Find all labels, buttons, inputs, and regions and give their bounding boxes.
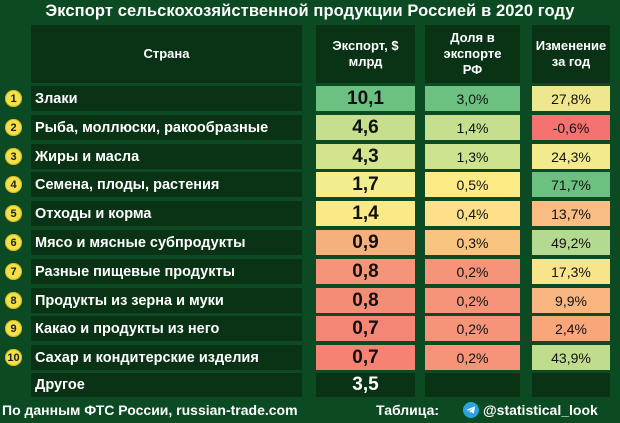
other-label: Другое	[31, 373, 302, 397]
rank-badge: 8	[5, 292, 22, 309]
change-value: 2,4%	[532, 316, 610, 341]
telegram-icon	[463, 402, 479, 418]
rank-badge: 1	[5, 90, 22, 107]
rank-badge: 4	[5, 176, 22, 193]
share-value: 0,2%	[425, 288, 520, 313]
row-label: Отходы и корма	[31, 201, 302, 226]
row-label: Жиры и масла	[31, 144, 302, 169]
change-value: 13,7%	[532, 201, 610, 226]
chart-title: Экспорт сельскохозяйственной продукции Р…	[45, 2, 575, 20]
share-value: 0,2%	[425, 316, 520, 341]
share-value: 0,5%	[425, 172, 520, 197]
share-value: 0,4%	[425, 201, 520, 226]
share-value: 0,2%	[425, 259, 520, 284]
row-label: Какао и продукты из него	[31, 316, 302, 341]
share-value: 0,2%	[425, 345, 520, 370]
row-label: Продукты из зерна и муки	[31, 288, 302, 313]
change-value: 9,9%	[532, 288, 610, 313]
rank-badge: 5	[5, 205, 22, 222]
rank-badge: 3	[5, 148, 22, 165]
export-value: 0,7	[316, 316, 415, 341]
row-label: Сахар и кондитерские изделия	[31, 345, 302, 370]
change-value: 27,8%	[532, 86, 610, 111]
rank-badge: 9	[5, 320, 22, 337]
export-value: 0,9	[316, 230, 415, 255]
author-handle: @statistical_look	[483, 402, 598, 418]
share-value: 0,3%	[425, 230, 520, 255]
other-change-cell	[532, 373, 610, 397]
source-note: По данным ФТС России, russian-trade.com	[2, 402, 298, 418]
row-label: Разные пищевые продукты	[31, 259, 302, 284]
export-value: 0,8	[316, 288, 415, 313]
share-value: 3,0%	[425, 86, 520, 111]
export-value: 0,7	[316, 345, 415, 370]
export-value: 4,3	[316, 144, 415, 169]
export-value: 1,7	[316, 172, 415, 197]
rank-badge: 2	[5, 119, 22, 136]
table-label: Таблица:	[376, 402, 440, 418]
rank-badge: 10	[5, 349, 22, 366]
header-country: Страна	[31, 25, 302, 83]
other-export: 3,5	[316, 373, 415, 397]
share-value: 1,4%	[425, 115, 520, 140]
change-value: 17,3%	[532, 259, 610, 284]
other-share-cell	[425, 373, 520, 397]
export-value: 4,6	[316, 115, 415, 140]
row-label: Мясо и мясные субпродукты	[31, 230, 302, 255]
rank-badge: 6	[5, 234, 22, 251]
row-label: Злаки	[31, 86, 302, 111]
change-value: 43,9%	[532, 345, 610, 370]
export-value: 10,1	[316, 86, 415, 111]
row-label: Рыба, моллюски, ракообразные	[31, 115, 302, 140]
header-change: Изменение за год	[532, 25, 610, 83]
change-value: 24,3%	[532, 144, 610, 169]
share-value: 1,3%	[425, 144, 520, 169]
row-label: Семена, плоды, растения	[31, 172, 302, 197]
export-value: 1,4	[316, 201, 415, 226]
change-value: -0,6%	[532, 115, 610, 140]
export-value: 0,8	[316, 259, 415, 284]
header-share: Доля в экспорте РФ	[425, 25, 520, 83]
header-export: Экспорт, $ млрд	[316, 25, 415, 83]
rank-badge: 7	[5, 263, 22, 280]
change-value: 49,2%	[532, 230, 610, 255]
change-value: 71,7%	[532, 172, 610, 197]
